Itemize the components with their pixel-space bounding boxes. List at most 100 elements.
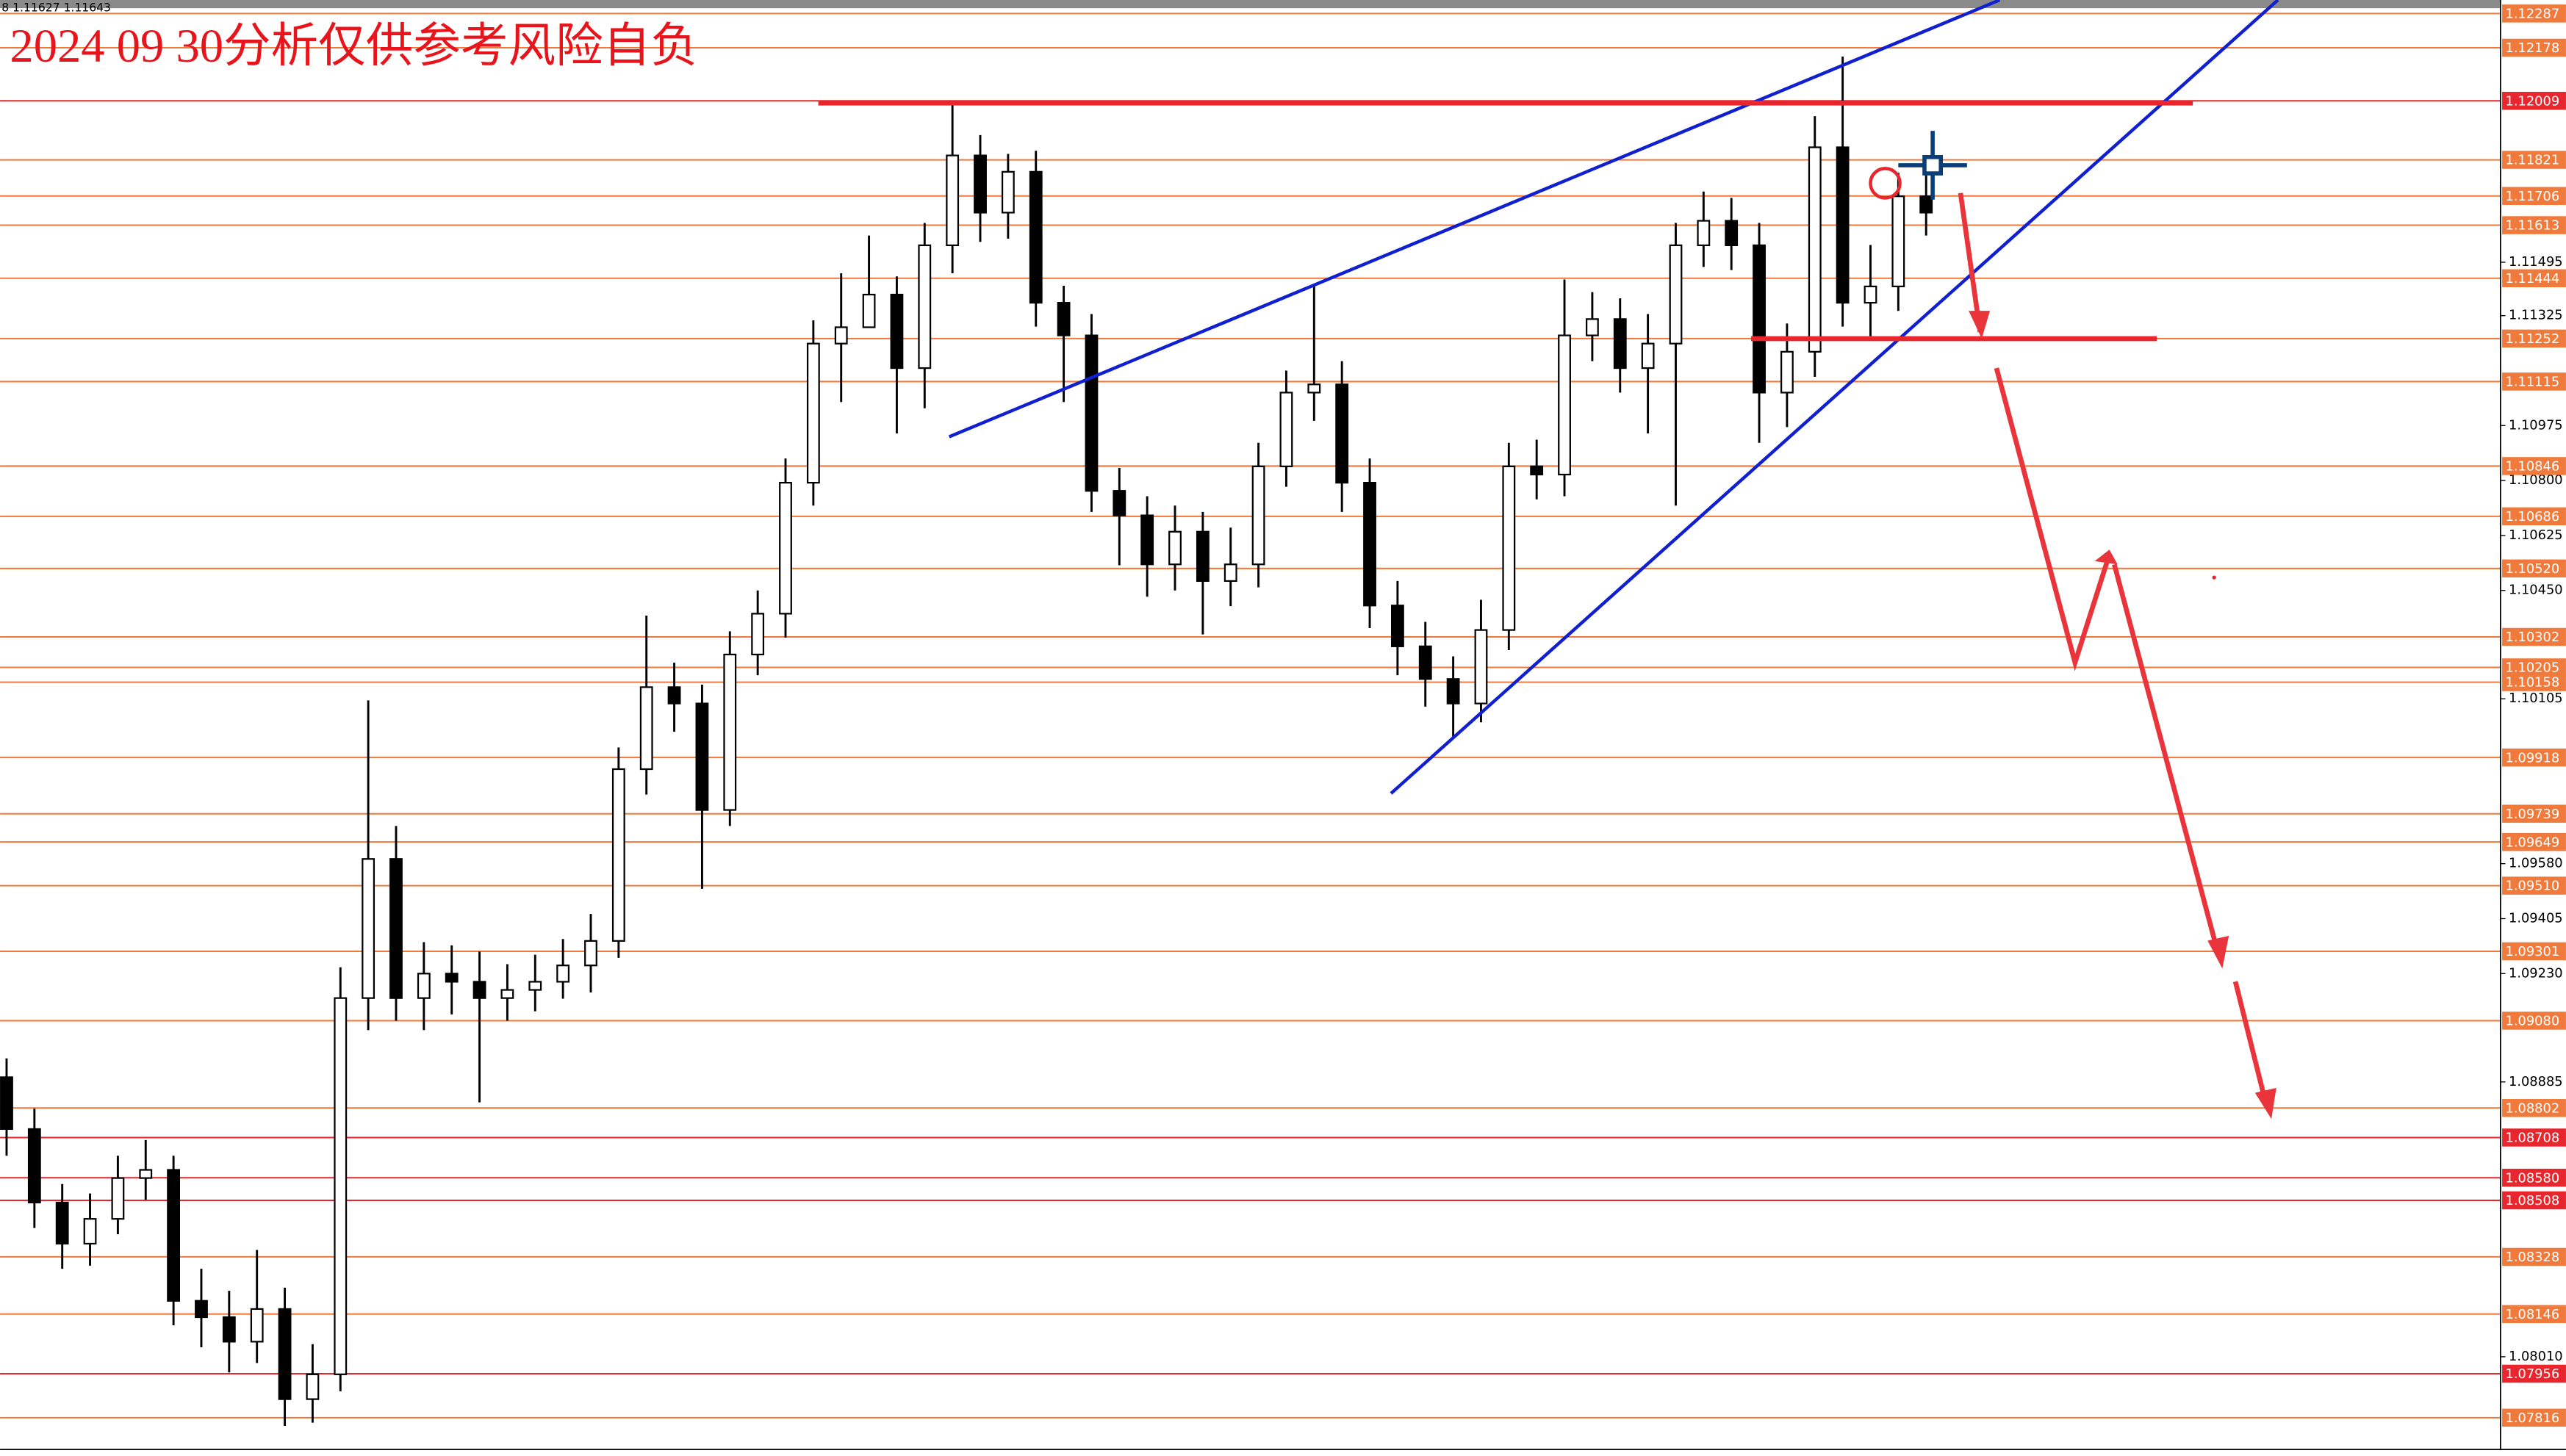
candle-body (1307, 383, 1321, 394)
arrow (1994, 367, 2110, 671)
level-label: 1.12287 (2506, 6, 2560, 21)
level-label: 1.12009 (2506, 93, 2560, 109)
candle-body (362, 858, 375, 999)
y-tick-label: 1.09405 (2509, 910, 2563, 926)
candle-body (806, 342, 820, 484)
candle-body (946, 154, 960, 247)
level-label: 1.10846 (2506, 459, 2560, 475)
candle-body (1836, 146, 1850, 304)
level-label-box (2502, 673, 2566, 691)
arrow (2232, 981, 2269, 1107)
level-label-box (2502, 38, 2566, 57)
arrow-head (2094, 549, 2118, 565)
arrow-head (1969, 311, 1991, 339)
level-label-box (2502, 1168, 2566, 1187)
level-label-box (2502, 457, 2566, 475)
drawings (818, 0, 2279, 1120)
level-label-box (2502, 1305, 2566, 1323)
candle-body (528, 981, 542, 991)
level-label-box (2502, 151, 2566, 169)
candle-body (1891, 195, 1905, 288)
level-label-box (2502, 748, 2566, 767)
trend-line (1390, 0, 2279, 795)
candle-body (1140, 514, 1154, 566)
candle-body (1251, 465, 1265, 566)
candle-body (1390, 605, 1404, 647)
dot (2212, 575, 2216, 580)
level-label: 1.07816 (2506, 1410, 2560, 1426)
marker-circle (1869, 167, 1902, 200)
candle-body (1363, 481, 1376, 607)
level-label: 1.08146 (2506, 1307, 2560, 1322)
y-tick-label: 1.09230 (2509, 965, 2563, 981)
candle-body (222, 1316, 236, 1343)
candle-body (1168, 530, 1182, 566)
level-label: 1.08508 (2506, 1193, 2560, 1208)
candle-body (55, 1201, 69, 1245)
candle-body (445, 973, 459, 983)
level-label: 1.09739 (2506, 807, 2560, 822)
candle-body (167, 1169, 181, 1302)
candle-body (779, 481, 792, 615)
candle-body (834, 326, 848, 345)
level-label-box (2502, 804, 2566, 823)
y-tick-label: 1.11325 (2509, 308, 2563, 323)
level-label-box (2502, 1099, 2566, 1117)
y-tick-label: 1.08010 (2509, 1349, 2563, 1364)
candle-body (1113, 490, 1126, 516)
level-label-box (2502, 187, 2566, 206)
level-label-box (2502, 876, 2566, 895)
level-label: 1.09918 (2506, 750, 2560, 765)
candle-body (751, 613, 765, 656)
level-label: 1.10520 (2506, 561, 2560, 577)
crosshair (1898, 131, 1967, 200)
arrow (1958, 192, 1983, 333)
candle-body (1919, 195, 1933, 214)
candle-body (1502, 465, 1516, 631)
candle-body (556, 965, 570, 983)
level-label: 1.10158 (2506, 675, 2560, 691)
top-bar (0, 0, 2566, 9)
y-tick-label: 1.10800 (2509, 472, 2563, 488)
y-tick-label: 1.10975 (2509, 417, 2563, 433)
candle-body (974, 154, 987, 214)
level-label: 1.10686 (2506, 509, 2560, 525)
trend-line (948, 0, 2001, 439)
level-label-box (2502, 4, 2566, 23)
level-label-box (2502, 559, 2566, 578)
candle-body (1697, 220, 1711, 247)
candle-body (584, 940, 597, 967)
level-label-box (2502, 627, 2566, 646)
info-text: 8 1.11627 1.11643 (1, 1, 111, 15)
level-label: 1.08802 (2506, 1100, 2560, 1116)
level-label-box (2502, 372, 2566, 391)
candle-body (1057, 302, 1071, 336)
level-label: 1.07956 (2506, 1366, 2560, 1382)
candle-body (1613, 318, 1627, 370)
y-tick-label: 1.08885 (2509, 1074, 2563, 1089)
y-tick-label: 1.11495 (2509, 254, 2563, 270)
level-label-box (2502, 832, 2566, 851)
candle-body (1864, 285, 1877, 304)
level-label: 1.11252 (2506, 331, 2560, 347)
level-label: 1.09649 (2506, 835, 2560, 850)
arrow-head (2254, 1087, 2276, 1120)
candle-body (1780, 350, 1794, 394)
candle-body (1530, 465, 1544, 476)
candle-body (1029, 170, 1043, 304)
level-label-box (2502, 507, 2566, 526)
level-label: 1.10205 (2506, 660, 2560, 676)
candle-body (1725, 220, 1739, 247)
level-label: 1.08708 (2506, 1131, 2560, 1146)
level-label: 1.11613 (2506, 218, 2560, 234)
level-label: 1.11115 (2506, 375, 2560, 390)
candle-body (862, 293, 876, 328)
level-label: 1.09301 (2506, 944, 2560, 959)
level-label: 1.12178 (2506, 40, 2560, 56)
candle-body (1223, 563, 1237, 583)
candle-body (1196, 530, 1210, 583)
level-label: 1.11706 (2506, 189, 2560, 204)
y-tick-label: 1.10450 (2509, 583, 2563, 598)
level-label-box (2502, 942, 2566, 961)
